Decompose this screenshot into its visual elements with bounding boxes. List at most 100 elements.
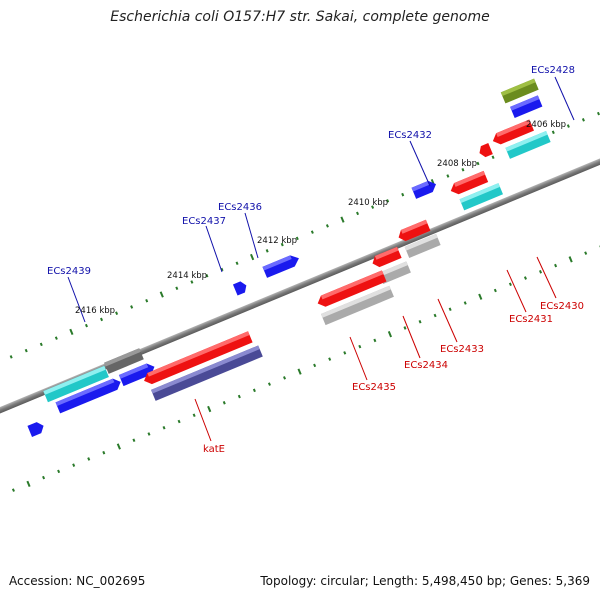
- gene-olive-ecs2428[interactable]: [500, 78, 539, 104]
- gene-blue-ecs2428[interactable]: [510, 95, 543, 118]
- gene-red-ecs2431[interactable]: [448, 170, 489, 197]
- genome-backbone: [0, 124, 600, 452]
- gene-blue-ecs2439-b[interactable]: [118, 361, 157, 387]
- outer-scale-tick: [280, 242, 284, 247]
- inner-scale-tick: [554, 263, 558, 268]
- map-title: Escherichia coli O157:H7 str. Sakai, com…: [110, 9, 490, 25]
- gene-label-ecs2432[interactable]: ECs2432: [388, 130, 432, 141]
- outer-scale-tick: [250, 253, 255, 261]
- outer-scale-tick: [340, 216, 345, 223]
- inner-scale-tick: [116, 443, 121, 450]
- outer-scale-tick: [491, 155, 495, 160]
- gene-red-kate[interactable]: [142, 331, 253, 386]
- kbp-label-2416: 2416 kbp: [75, 306, 115, 316]
- gene-blue-ecs2439-a[interactable]: [55, 376, 123, 414]
- outer-scale-tick: [235, 261, 239, 266]
- inner-scale-tick: [207, 405, 212, 413]
- kbp-label-2414: 2414 kbp: [167, 271, 207, 281]
- inner-scale-tick: [433, 313, 437, 318]
- gene-label-ecs2437[interactable]: ECs2437: [182, 216, 226, 227]
- outer-scale-tick: [130, 305, 134, 309]
- outer-scale-tick: [159, 291, 164, 298]
- outer-scale-tick: [566, 124, 570, 128]
- inner-scale-tick: [252, 388, 256, 393]
- outer-scale-tick: [401, 192, 405, 197]
- inner-scale-tick: [192, 413, 196, 418]
- outer-scale-tick: [100, 317, 104, 322]
- gene-label-kate[interactable]: katE: [203, 444, 225, 455]
- gene-label-ecs2428[interactable]: ECs2428: [531, 65, 575, 76]
- gene-label-ecs2430[interactable]: ECs2430: [540, 301, 584, 312]
- outer-scale-tick: [371, 205, 375, 209]
- outer-scale-tick: [581, 118, 585, 122]
- inner-scale-tick: [267, 382, 271, 386]
- gene-cyan-ecs2439[interactable]: [43, 365, 109, 403]
- accession-text: Accession: NC_002695: [9, 574, 146, 588]
- gene-cyan-ecs2430[interactable]: [505, 130, 551, 159]
- inner-scale-tick: [162, 425, 166, 430]
- outer-scale-tick: [190, 280, 194, 284]
- inner-scale-tick: [463, 301, 467, 305]
- inner-scale-tick: [313, 363, 317, 368]
- outer-scale-tick: [446, 174, 450, 178]
- gene-gray-ecs2435[interactable]: [320, 285, 394, 326]
- gene-blue-edge[interactable]: [27, 420, 45, 437]
- gene-label-ecs2431[interactable]: ECs2431: [509, 314, 553, 325]
- inner-scale-tick: [132, 438, 136, 442]
- outer-scale-tick: [386, 199, 390, 203]
- inner-scale-tick: [177, 419, 181, 424]
- gene-darkgray-ecs2439[interactable]: [104, 348, 144, 374]
- outer-scale-tick: [175, 286, 179, 291]
- inner-scale-tick: [42, 475, 46, 480]
- kbp-label-2406: 2406 kbp: [526, 120, 566, 130]
- inner-scale-tick: [222, 401, 226, 405]
- inner-scale-tick: [102, 450, 106, 455]
- gene-gray-ecs2433[interactable]: [404, 233, 441, 258]
- inner-scale-tick: [328, 357, 332, 361]
- gene-red-ecs2433[interactable]: [396, 219, 431, 243]
- outer-scale-tick: [54, 336, 58, 340]
- inner-scale-tick: [418, 319, 422, 324]
- outer-scale-tick: [115, 311, 119, 315]
- inner-scale-tick: [11, 488, 15, 492]
- inner-scale-tick: [568, 256, 573, 263]
- outer-scale-tick: [145, 298, 149, 303]
- inner-scale-tick: [493, 288, 497, 293]
- gene-blue-ecs2432[interactable]: [411, 179, 439, 199]
- gene-label-ecs2434[interactable]: ECs2434: [404, 360, 448, 371]
- kbp-label-2408: 2408 kbp: [437, 159, 477, 169]
- gene-red-ecs2430[interactable]: [491, 119, 534, 146]
- gene-red-ecs2435[interactable]: [315, 270, 387, 309]
- gene-gray-ecs2434[interactable]: [378, 261, 411, 284]
- inner-scale-tick: [539, 270, 543, 274]
- outer-scale-tick: [205, 273, 209, 278]
- gene-features: [27, 78, 551, 437]
- inner-scale-tick: [523, 276, 527, 280]
- topology-text: Topology: circular; Length: 5,498,450 bp…: [260, 574, 590, 588]
- gene-blue-ecs2436[interactable]: [262, 253, 301, 278]
- inner-scale-tick: [584, 251, 588, 255]
- outer-scale-tick: [310, 230, 314, 234]
- inner-scale-tick: [72, 463, 76, 467]
- gene-label-ecs2433[interactable]: ECs2433: [440, 344, 484, 355]
- inner-scale-tick: [403, 326, 407, 330]
- outer-scale-tick: [69, 328, 74, 336]
- outer-scale-tick: [476, 161, 480, 166]
- kbp-label-2410: 2410 kbp: [348, 198, 388, 208]
- gene-blue-ecs2437[interactable]: [232, 280, 249, 296]
- label-leader-lines: [67, 76, 575, 442]
- inner-scale-tick: [283, 376, 287, 380]
- gene-label-ecs2435[interactable]: ECs2435: [352, 382, 396, 393]
- outer-scale-tick: [596, 111, 600, 116]
- inner-scale-ticks: [11, 245, 600, 492]
- gene-label-ecs2439[interactable]: ECs2439: [47, 266, 91, 277]
- inner-scale-tick: [57, 469, 61, 474]
- gene-cyan-ecs2431[interactable]: [459, 183, 503, 211]
- gene-slateblue-kate[interactable]: [151, 345, 263, 401]
- gene-label-ecs2436[interactable]: ECs2436: [218, 202, 262, 213]
- gene-red-ecs2434[interactable]: [370, 246, 402, 269]
- outer-scale-tick: [24, 348, 28, 353]
- inner-scale-tick: [448, 307, 452, 312]
- gene-red-small[interactable]: [477, 143, 493, 159]
- outer-scale-tick: [325, 224, 329, 228]
